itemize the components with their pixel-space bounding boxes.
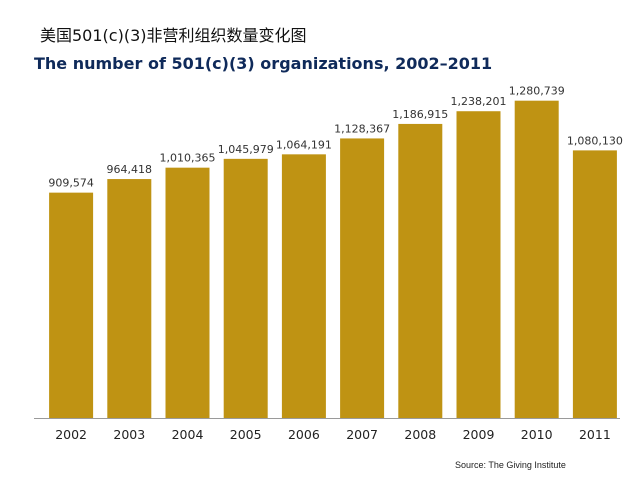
bar-2010 <box>514 100 559 418</box>
bar-2007 <box>340 138 385 418</box>
value-label-2007: 1,128,367 <box>334 122 390 135</box>
bars-group <box>49 100 617 419</box>
x-tick-2002: 2002 <box>55 427 87 442</box>
x-tick-2003: 2003 <box>113 427 145 442</box>
bar-2008 <box>398 123 443 418</box>
x-tick-labels-group: 2002 2003 2004 2005 2006 2007 2008 2009 2010 2011 <box>55 427 611 442</box>
x-tick-2004: 2004 <box>172 427 204 442</box>
bar-2003 <box>107 179 152 418</box>
x-tick-2010: 2010 <box>521 427 553 442</box>
bar-2009 <box>456 111 501 419</box>
value-label-2005: 1,045,979 <box>218 143 274 156</box>
value-label-2011: 1,080,130 <box>567 134 623 147</box>
bar-2004 <box>165 167 210 418</box>
bar-2011 <box>572 150 617 419</box>
x-tick-2005: 2005 <box>230 427 262 442</box>
x-tick-2008: 2008 <box>404 427 436 442</box>
x-tick-2006: 2006 <box>288 427 320 442</box>
x-tick-2007: 2007 <box>346 427 378 442</box>
bar-2006 <box>281 154 326 418</box>
chart-title-chinese: 美国501(c)(3)非营利组织数量变化图 <box>40 26 307 45</box>
bar-2002 <box>49 192 94 418</box>
source-note: Source: The Giving Institute <box>455 460 566 470</box>
bar-2005 <box>223 158 268 419</box>
x-tick-2009: 2009 <box>463 427 495 442</box>
x-tick-2011: 2011 <box>579 427 611 442</box>
value-label-2009: 1,238,201 <box>451 95 507 108</box>
value-label-2010: 1,280,739 <box>509 85 565 98</box>
value-label-2008: 1,186,915 <box>392 108 448 121</box>
value-label-2006: 1,064,191 <box>276 138 332 151</box>
value-label-2002: 909,574 <box>48 177 94 190</box>
value-label-2004: 1,010,365 <box>160 152 216 165</box>
chart-title: The number of 501(c)(3) organizations, 2… <box>34 54 493 73</box>
value-label-2003: 964,418 <box>107 163 153 176</box>
